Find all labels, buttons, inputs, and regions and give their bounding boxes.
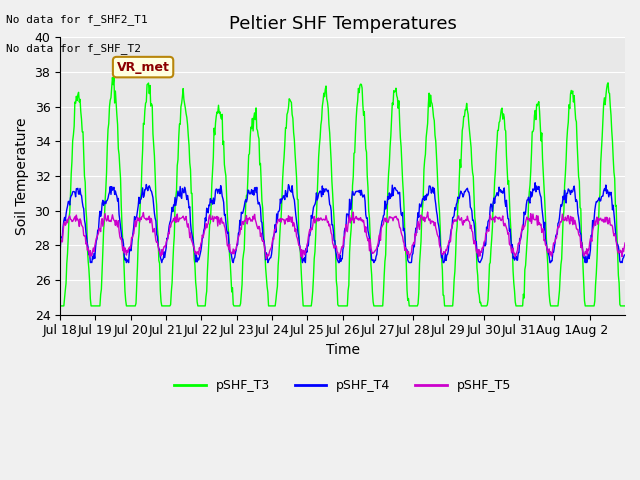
pSHF_T5: [262, 256, 270, 262]
Legend: pSHF_T3, pSHF_T4, pSHF_T5: pSHF_T3, pSHF_T4, pSHF_T5: [169, 374, 516, 397]
Line: pSHF_T3: pSHF_T3: [60, 77, 625, 306]
pSHF_T4: [433, 212, 441, 218]
pSHF_T4: [531, 180, 539, 186]
pSHF_T5: [255, 226, 262, 232]
pSHF_T3: [402, 247, 410, 252]
pSHF_T3: [276, 222, 284, 228]
Text: No data for f_SHF_T2: No data for f_SHF_T2: [6, 43, 141, 54]
pSHF_T4: [86, 260, 94, 265]
pSHF_T5: [434, 233, 442, 239]
pSHF_T5: [424, 209, 431, 215]
pSHF_T5: [56, 240, 64, 245]
Title: Peltier SHF Temperatures: Peltier SHF Temperatures: [228, 15, 456, 33]
pSHF_T5: [402, 245, 410, 251]
pSHF_T5: [123, 252, 131, 258]
pSHF_T3: [255, 136, 263, 142]
pSHF_T3: [227, 274, 235, 280]
Line: pSHF_T4: pSHF_T4: [60, 183, 625, 263]
pSHF_T5: [621, 240, 629, 246]
pSHF_T5: [227, 249, 234, 255]
Text: VR_met: VR_met: [116, 60, 170, 73]
pSHF_T4: [56, 249, 64, 254]
Line: pSHF_T5: pSHF_T5: [60, 212, 625, 259]
pSHF_T4: [255, 200, 263, 205]
pSHF_T3: [124, 303, 131, 309]
Text: No data for f_SHF2_T1: No data for f_SHF2_T1: [6, 14, 148, 25]
pSHF_T4: [402, 245, 410, 251]
pSHF_T3: [56, 303, 64, 309]
pSHF_T4: [621, 252, 629, 258]
pSHF_T3: [109, 74, 116, 80]
pSHF_T4: [276, 196, 284, 202]
pSHF_T5: [276, 216, 284, 221]
X-axis label: Time: Time: [326, 343, 360, 357]
pSHF_T3: [433, 168, 441, 173]
pSHF_T4: [227, 250, 235, 256]
Y-axis label: Soil Temperature: Soil Temperature: [15, 117, 29, 235]
pSHF_T3: [621, 303, 629, 309]
pSHF_T4: [124, 257, 131, 263]
